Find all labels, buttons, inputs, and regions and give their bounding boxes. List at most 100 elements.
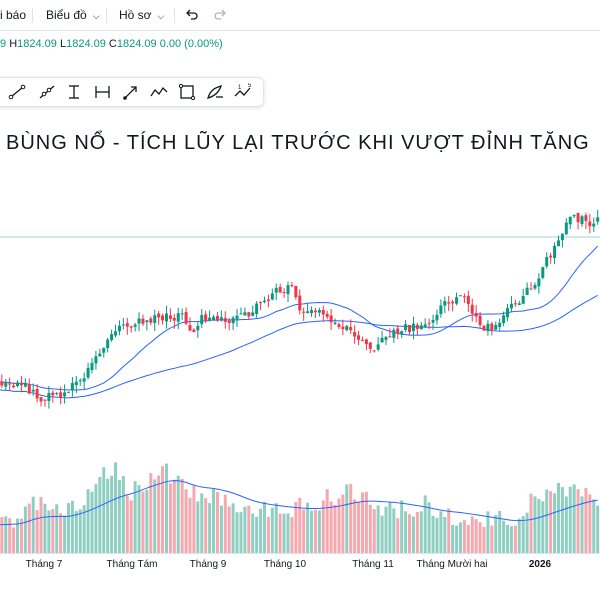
chart-menu-button[interactable]: Biểu đồ ⌵: [46, 0, 100, 30]
drawing-toolbar: 1 5: [0, 77, 264, 107]
toolbar-divider: [106, 8, 107, 23]
candle-body: [357, 335, 361, 340]
candle-body: [204, 314, 208, 322]
candle-body: [117, 325, 121, 332]
volume-bar: [16, 518, 20, 553]
candle-body: [337, 324, 341, 328]
candle-body: [431, 319, 435, 323]
volume-bar: [310, 510, 314, 553]
low-key: L: [59, 38, 67, 50]
volume-bar: [325, 489, 329, 553]
redo-icon[interactable]: [212, 7, 228, 23]
horizontal-range-icon[interactable]: [93, 83, 113, 101]
volume-bar: [506, 524, 510, 553]
candle-body: [235, 315, 239, 320]
candle-body: [196, 325, 200, 331]
volume-bar: [404, 511, 408, 553]
x-tick-label: Tháng 10: [263, 559, 307, 570]
path-icon[interactable]: [149, 83, 169, 101]
volume-bar: [474, 519, 478, 553]
volume-bar: [78, 509, 82, 553]
candle-body: [63, 392, 67, 397]
x-tick-label: 2026: [528, 559, 552, 570]
candle-body: [400, 331, 404, 335]
volume-bar: [478, 522, 482, 553]
candle-body: [376, 344, 380, 350]
candle-body: [82, 378, 86, 382]
high-key: H: [9, 38, 18, 50]
candle-body: [435, 314, 439, 321]
close-key: C: [108, 38, 117, 50]
rectangle-icon[interactable]: [177, 83, 197, 101]
volume-bar: [215, 491, 219, 553]
volume-bar: [39, 497, 43, 553]
volume-bar: [388, 502, 392, 553]
volume-bar: [4, 516, 8, 553]
ohlc-legend: 9 H1824.09 L1824.09 C1824.09 0.00 (0.00%…: [0, 38, 223, 50]
volume-bar: [270, 507, 274, 553]
volume-bar: [588, 494, 592, 553]
volume-bar: [90, 491, 94, 553]
candle-body: [0, 381, 4, 386]
volume-bar: [384, 506, 388, 553]
volume-bar: [94, 484, 98, 553]
volume-bar: [458, 522, 462, 553]
candle-body: [341, 326, 345, 330]
brush-icon[interactable]: [205, 83, 225, 101]
candle-body: [59, 392, 63, 398]
candle-body: [102, 347, 106, 353]
volume-bar: [117, 479, 121, 553]
candle-body: [208, 317, 212, 321]
candle-body: [513, 303, 517, 305]
candle-body: [455, 297, 459, 304]
volume-bar: [525, 512, 529, 553]
volume-bar: [278, 513, 282, 553]
profile-menu-button[interactable]: Hồ sơ ⌵: [119, 0, 164, 30]
volume-bar: [470, 516, 474, 553]
low-value: 1824.09: [66, 38, 106, 50]
candle-body: [568, 216, 572, 225]
volume-bar: [55, 504, 59, 553]
candle-body: [262, 300, 266, 303]
candle-body: [90, 363, 94, 370]
candle-body: [266, 299, 270, 301]
vertical-range-icon[interactable]: [65, 83, 85, 101]
volume-bar: [431, 515, 435, 553]
volume-bar: [349, 483, 353, 553]
volume-bar: [125, 495, 129, 553]
volume-bar: [572, 484, 576, 553]
candle-body: [270, 293, 274, 300]
candle-body: [486, 323, 490, 332]
volume-bar: [247, 505, 251, 553]
volume-bar: [556, 482, 560, 553]
arrow-marker-icon[interactable]: [121, 83, 141, 101]
candle-body: [176, 313, 180, 322]
elliott-wave-icon[interactable]: 1 5: [233, 83, 253, 101]
candle-body: [129, 326, 133, 328]
volume-bar: [408, 514, 412, 553]
candle-body: [478, 315, 482, 326]
candle-body: [596, 217, 600, 222]
ma50-line: [0, 294, 598, 399]
close-value: 1824.09: [116, 38, 157, 50]
candle-body: [553, 245, 557, 259]
volume-bar: [188, 497, 192, 553]
volume-bar: [443, 516, 447, 553]
candle-body: [541, 267, 545, 278]
candle-body: [372, 350, 376, 352]
undo-icon[interactable]: [184, 7, 200, 23]
trend-line-icon[interactable]: [7, 83, 27, 101]
candle-body: [506, 308, 510, 318]
profile-menu-label: Hồ sơ: [119, 8, 152, 22]
volume-bar: [66, 503, 70, 553]
candle-body: [200, 315, 204, 325]
volume-bar: [219, 505, 223, 553]
ray-icon[interactable]: [37, 83, 57, 101]
volume-bar: [59, 513, 63, 553]
alerts-menu[interactable]: i báo: [0, 0, 26, 30]
candle-body: [404, 324, 408, 330]
volume-bar: [576, 489, 580, 553]
candle-body: [333, 322, 337, 324]
candle-body: [313, 310, 317, 313]
